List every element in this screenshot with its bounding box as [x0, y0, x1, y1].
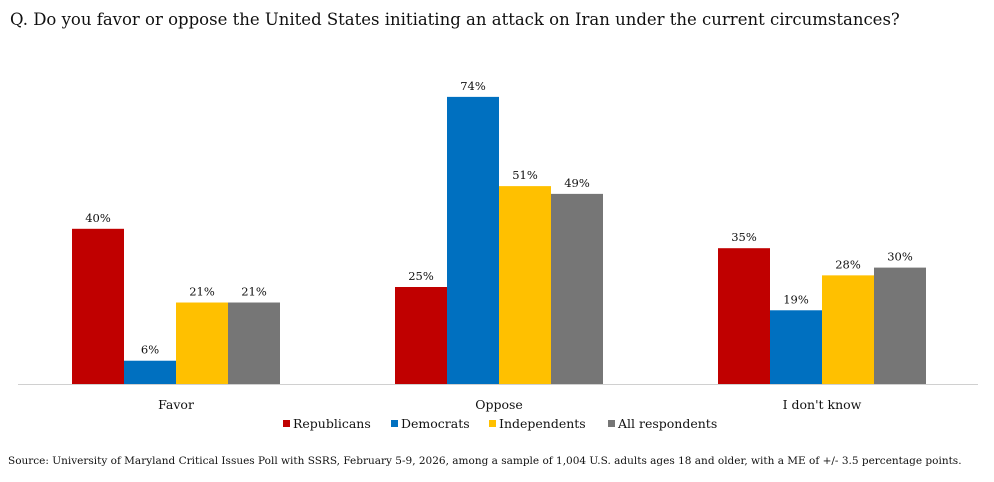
bar-oppose-democrats: [447, 96, 499, 384]
bar-favor-independents: [176, 302, 228, 384]
bar-favor-all-respondents: [228, 302, 280, 384]
bar-i-don-t-know-independents: [822, 275, 874, 384]
data-label-i-don-t-know-democrats: 19%: [783, 292, 809, 306]
chart-title: Q. Do you favor or oppose the United Sta…: [10, 10, 900, 29]
bar-oppose-republicans: [395, 287, 447, 384]
data-label-oppose-democrats: 74%: [460, 79, 486, 93]
x-tick-i-don-t-know: I don't know: [783, 397, 862, 412]
bar-i-don-t-know-democrats: [770, 310, 822, 384]
data-label-i-don-t-know-republicans: 35%: [731, 230, 757, 244]
legend-label-democrats: Democrats: [401, 416, 470, 431]
data-label-oppose-republicans: 25%: [408, 269, 434, 283]
data-label-favor-independents: 21%: [189, 285, 215, 299]
legend-swatch-republicans: [283, 420, 290, 427]
data-label-i-don-t-know-independents: 28%: [835, 257, 861, 271]
legend-label-independents: Independents: [499, 416, 586, 431]
data-label-oppose-all-respondents: 49%: [564, 176, 590, 190]
x-tick-labels: Favor Oppose I don't know: [158, 397, 862, 412]
bars-group: [72, 96, 926, 384]
data-label-favor-democrats: 6%: [141, 343, 159, 357]
bar-favor-democrats: [124, 360, 176, 384]
x-tick-oppose: Oppose: [475, 397, 523, 412]
data-label-favor-all-respondents: 21%: [241, 285, 267, 299]
bar-oppose-independents: [499, 186, 551, 384]
bar-favor-republicans: [72, 228, 124, 384]
source-note: Source: University of Maryland Critical …: [8, 455, 962, 467]
legend-label-all-respondents: All respondents: [617, 416, 717, 431]
bar-i-don-t-know-republicans: [718, 248, 770, 384]
legend-swatch-all-respondents: [608, 420, 615, 427]
legend-swatch-independents: [489, 420, 496, 427]
bar-i-don-t-know-all-respondents: [874, 267, 926, 384]
x-tick-favor: Favor: [158, 397, 194, 412]
data-labels: 40% 6% 21% 21% 25% 74% 51% 49% 35% 19% 28% 30%: [85, 79, 913, 357]
data-label-i-don-t-know-all-respondents: 30%: [887, 250, 913, 264]
legend: Republicans Democrats Independents All resp…: [283, 416, 717, 431]
legend-swatch-democrats: [391, 420, 398, 427]
legend-label-republicans: Republicans: [293, 416, 371, 431]
data-label-favor-republicans: 40%: [85, 211, 111, 225]
bar-oppose-all-respondents: [551, 193, 603, 384]
data-label-oppose-independents: 51%: [512, 168, 538, 182]
